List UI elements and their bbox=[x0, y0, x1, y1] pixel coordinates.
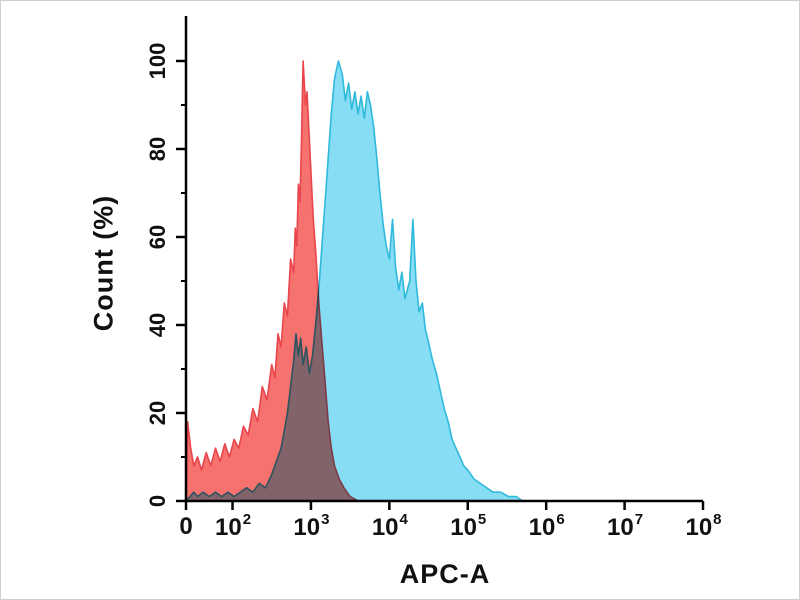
y-axis-title: Count (%) bbox=[88, 194, 119, 332]
blue-histogram-area bbox=[185, 60, 524, 502]
x-axis-title: APC-A bbox=[399, 559, 491, 589]
